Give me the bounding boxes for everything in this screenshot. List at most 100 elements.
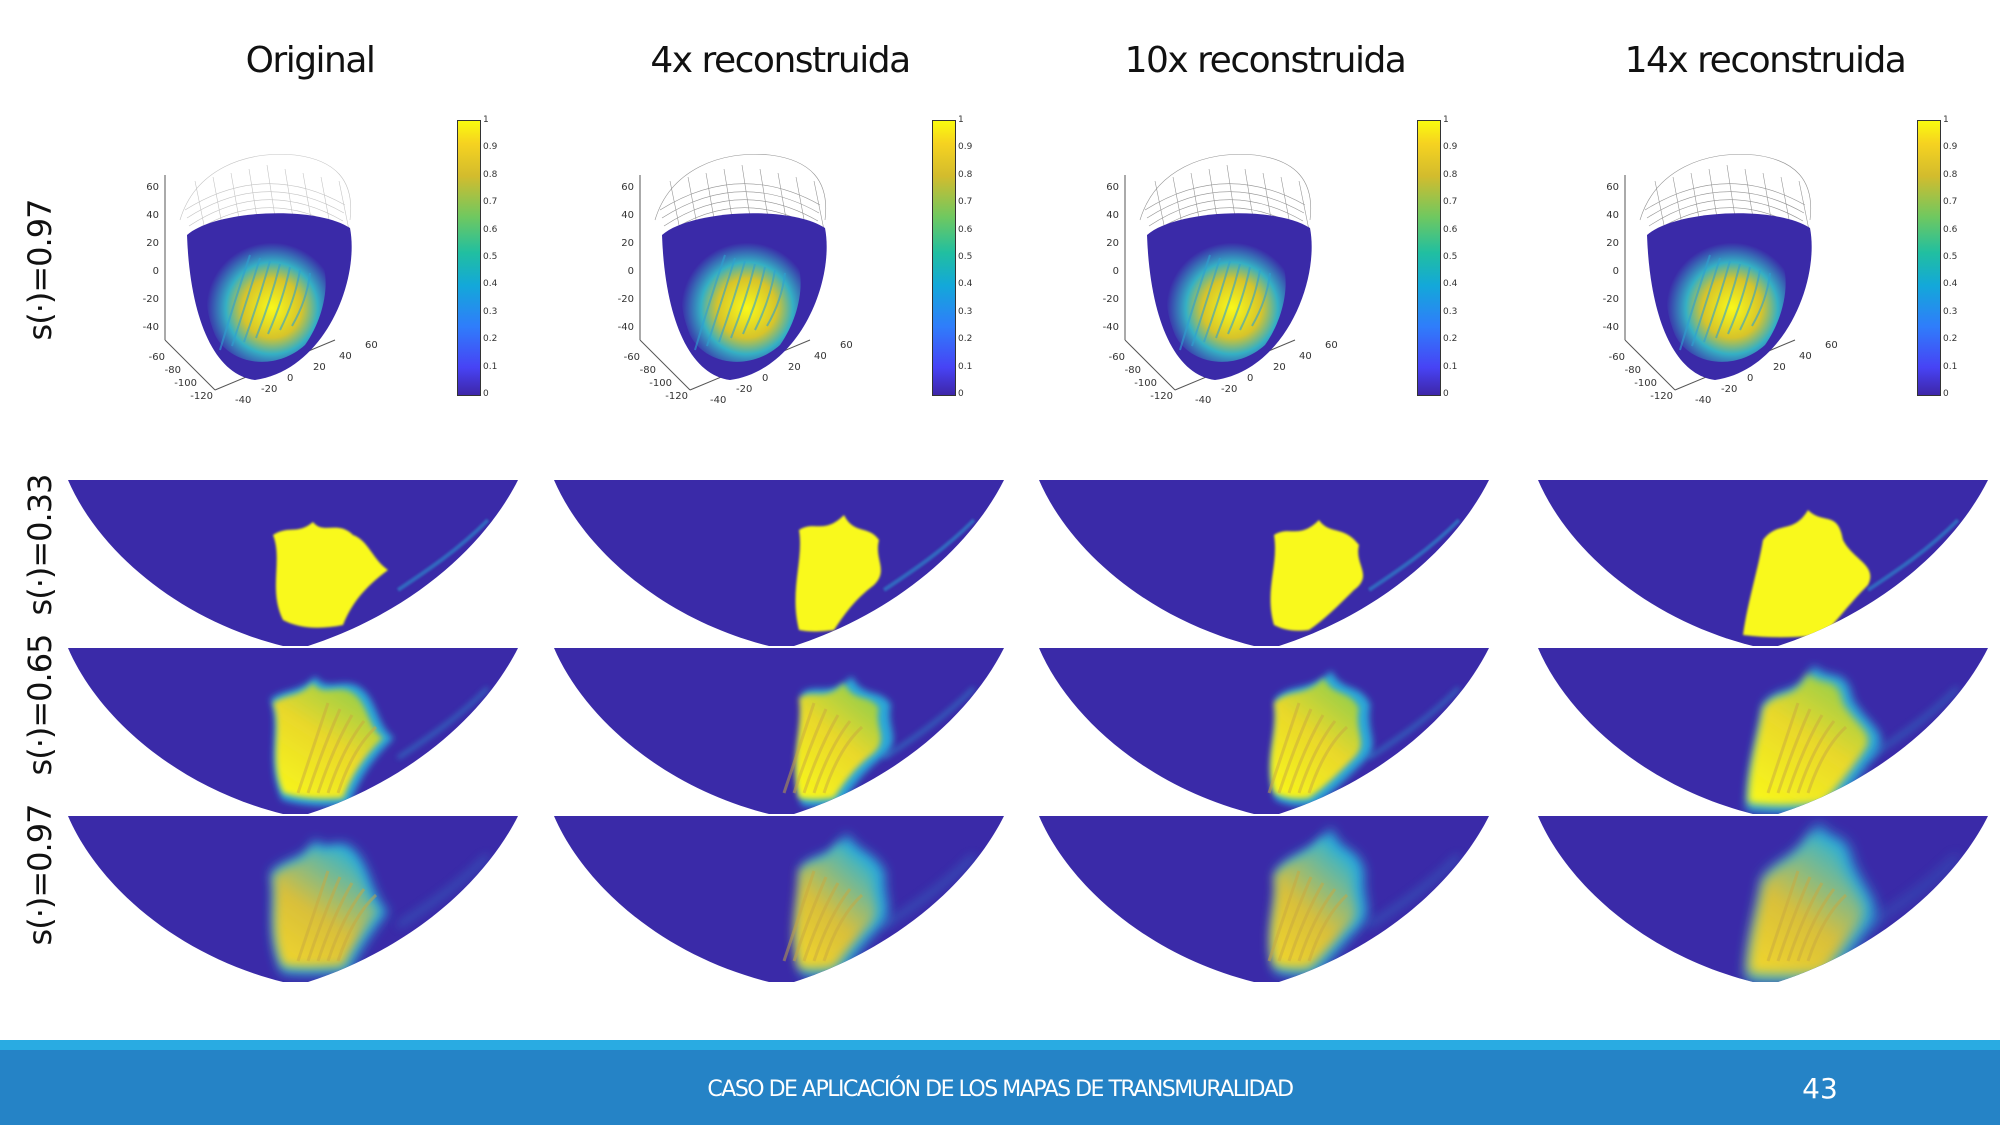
colorbar-tick-label: 0.7 <box>1943 197 1958 208</box>
z-tick-label: 60 <box>1106 182 1119 193</box>
colorbar-tick-label: 0.1 <box>958 361 973 372</box>
z-tick-label: 0 <box>1613 266 1619 277</box>
x-tick-label: -80 <box>1125 365 1141 376</box>
page-number: 43 <box>1802 1072 1838 1105</box>
colorbar-tick-label: 1 <box>1443 115 1449 125</box>
colorbar-tick-label: 0.2 <box>1443 334 1458 345</box>
colorbar-tick-label: 0.2 <box>958 334 973 345</box>
z-tick-label: 20 <box>1106 238 1119 249</box>
y-tick-label: -20 <box>736 384 752 395</box>
edge-flare <box>1866 518 1960 592</box>
colorbar-tick-label: 0.2 <box>483 334 498 345</box>
z-tick-label: -20 <box>1603 294 1619 305</box>
colorbar-tick-label: 0 <box>483 389 489 399</box>
heart-3d-plot: 60 40 20 0 -20 -40 -60 -80 -100 -120 -40 -20 0 20 40 60 <box>610 110 930 410</box>
z-tick-label: -40 <box>1603 322 1619 333</box>
edge-flare <box>1367 854 1461 928</box>
colorbar-tick-label: 0 <box>958 389 964 399</box>
transmurality-map <box>1039 480 1489 646</box>
colorbar-tick-label: 0.9 <box>1443 142 1458 153</box>
y-tick-label: 40 <box>1299 351 1312 362</box>
z-tick-label: 20 <box>1606 238 1619 249</box>
x-tick-label: -60 <box>1609 352 1625 363</box>
column-title-4x: 4x reconstruida <box>650 40 911 81</box>
transmurality-map <box>1538 648 1988 814</box>
x-tick-label: -120 <box>1150 391 1173 402</box>
y-tick-label: 20 <box>1773 362 1786 373</box>
z-tick-label: 40 <box>1106 210 1119 221</box>
y-tick-label: -40 <box>710 395 726 406</box>
y-tick-label: 40 <box>339 351 352 362</box>
scar-texture <box>1679 254 1771 351</box>
scar-region <box>1743 510 1871 638</box>
map-svg <box>68 480 518 646</box>
scar-region <box>794 841 877 970</box>
colorbar-tick-label: 0 <box>1443 389 1449 399</box>
colorbar-tick-label: 0.7 <box>1443 197 1458 208</box>
row-label-top: s(·)=0.97 <box>21 199 59 341</box>
edge-flare <box>396 854 490 928</box>
colorbar-tick-label: 0.8 <box>483 169 498 180</box>
z-tick-label: 20 <box>621 238 634 249</box>
z-tick-label: -40 <box>618 322 634 333</box>
scar-region <box>795 515 881 632</box>
y-tick-label: 20 <box>313 362 326 373</box>
y-tick-label: 60 <box>365 340 378 351</box>
z-tick-label: -40 <box>143 322 159 333</box>
colorbar: 1 0.9 0.8 0.7 0.6 0.5 0.4 0.3 0.2 0.1 0 <box>932 115 992 399</box>
row-label-map-3: s(·)=0.97 <box>21 804 59 946</box>
edge-flare <box>882 854 976 928</box>
z-tick-label: 20 <box>146 238 159 249</box>
colorbar-tick-label: 0.2 <box>1943 334 1958 345</box>
colorbar-tick-label: 0.7 <box>958 197 973 208</box>
scar-texture <box>296 702 378 794</box>
colorbar-tick-label: 0.9 <box>483 142 498 153</box>
z-tick-label: -20 <box>143 294 159 305</box>
heart-3d-plot: 60 40 20 0 -20 -40 -60 -80 -100 -120 -40 -20 0 20 40 60 <box>1095 110 1415 410</box>
y-tick-label: -40 <box>1695 395 1711 406</box>
z-tick-label: 0 <box>153 266 159 277</box>
colorbar: 1 0.9 0.8 0.7 0.6 0.5 0.4 0.3 0.2 0.1 0 <box>1417 115 1477 399</box>
y-tick-label: -40 <box>235 395 251 406</box>
x-tick-label: -120 <box>1650 391 1673 402</box>
z-tick-label: 0 <box>1113 266 1119 277</box>
map-svg <box>554 480 1004 646</box>
colorbar-tick-label: 1 <box>958 115 964 125</box>
transmurality-map <box>554 816 1004 982</box>
scar-region <box>1270 678 1361 799</box>
map-background <box>554 816 1004 982</box>
map-svg <box>1039 816 1489 982</box>
y-tick-label: 40 <box>1799 351 1812 362</box>
transmurality-map <box>554 480 1004 646</box>
footer-stripe <box>0 1040 2000 1050</box>
z-tick-label: 60 <box>1606 182 1619 193</box>
x-tick-label: -100 <box>174 378 197 389</box>
transmurality-map <box>68 480 518 646</box>
footer-title: CASO DE APLICACIÓN DE LOS MAPAS DE TRANS… <box>707 1077 1294 1102</box>
map-svg <box>1538 480 1988 646</box>
y-tick-label: 0 <box>1747 373 1753 384</box>
y-tick-label: 40 <box>814 351 827 362</box>
colorbar-tick-label: 0.5 <box>1943 252 1958 262</box>
colorbar-tick-label: 0.8 <box>958 169 973 180</box>
footer-bar: CASO DE APLICACIÓN DE LOS MAPAS DE TRANS… <box>0 1050 2000 1125</box>
column-title-original: Original <box>245 40 376 81</box>
edge-flare <box>1866 854 1960 928</box>
map-svg <box>554 648 1004 814</box>
colorbar-tick-label: 0.7 <box>483 197 498 208</box>
transmurality-map <box>1039 648 1489 814</box>
y-tick-label: -40 <box>1195 395 1211 406</box>
z-tick-label: -20 <box>618 294 634 305</box>
colorbar: 1 0.9 0.8 0.7 0.6 0.5 0.4 0.3 0.2 0.1 0 <box>457 115 517 399</box>
colorbar-tick-label: 0.6 <box>483 224 498 235</box>
y-tick-label: -20 <box>1221 384 1237 395</box>
map-svg <box>68 648 518 814</box>
map-background <box>554 648 1004 814</box>
heart-svg: 60 40 20 0 -20 -40 -60-80 -100 -120 -40 -20 0 20 40 60 <box>1603 153 1838 406</box>
map-svg <box>1039 648 1489 814</box>
scar-texture <box>1267 870 1349 962</box>
map-svg <box>554 816 1004 982</box>
y-tick-label: 20 <box>1273 362 1286 373</box>
map-background <box>1039 648 1489 814</box>
y-tick-label: 60 <box>840 340 853 351</box>
